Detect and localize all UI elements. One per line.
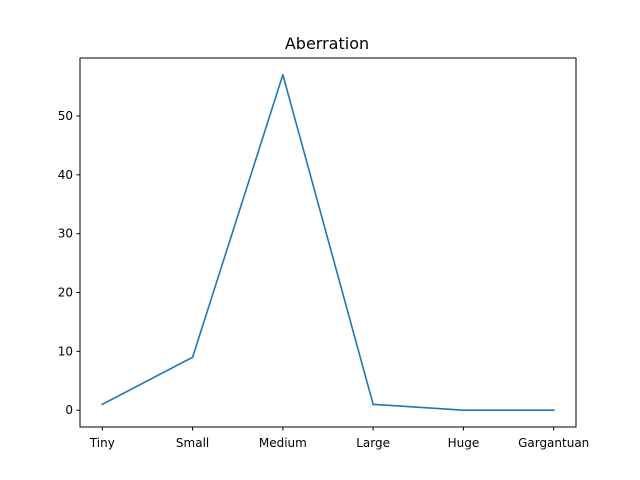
y-tick-label: 40 [58,168,73,182]
data-point [101,403,104,406]
series-line [101,73,555,412]
x-tick-label: Medium [259,436,307,450]
x-tick-label: Small [176,436,209,450]
axes-frame [79,57,577,428]
data-point [462,409,465,412]
x-tick-label: Gargantuan [518,436,589,450]
x-tick-label: Tiny [89,436,115,450]
data-point [552,409,555,412]
y-tick-label: 10 [58,344,73,358]
y-tick-label: 50 [58,109,73,123]
y-tick-label: 0 [65,403,73,417]
y-tick-label: 20 [58,286,73,300]
x-tick-label: Huge [448,436,480,450]
x-tick-label: Large [356,436,390,450]
data-point [281,73,284,76]
data-point [191,356,194,359]
chart-title: Aberration [285,34,369,53]
data-point [372,403,375,406]
plot-area: Tiny Small Medium Large Huge Gargantuan 0 10 20 3… [58,73,589,450]
y-tick-label: 30 [58,227,73,241]
